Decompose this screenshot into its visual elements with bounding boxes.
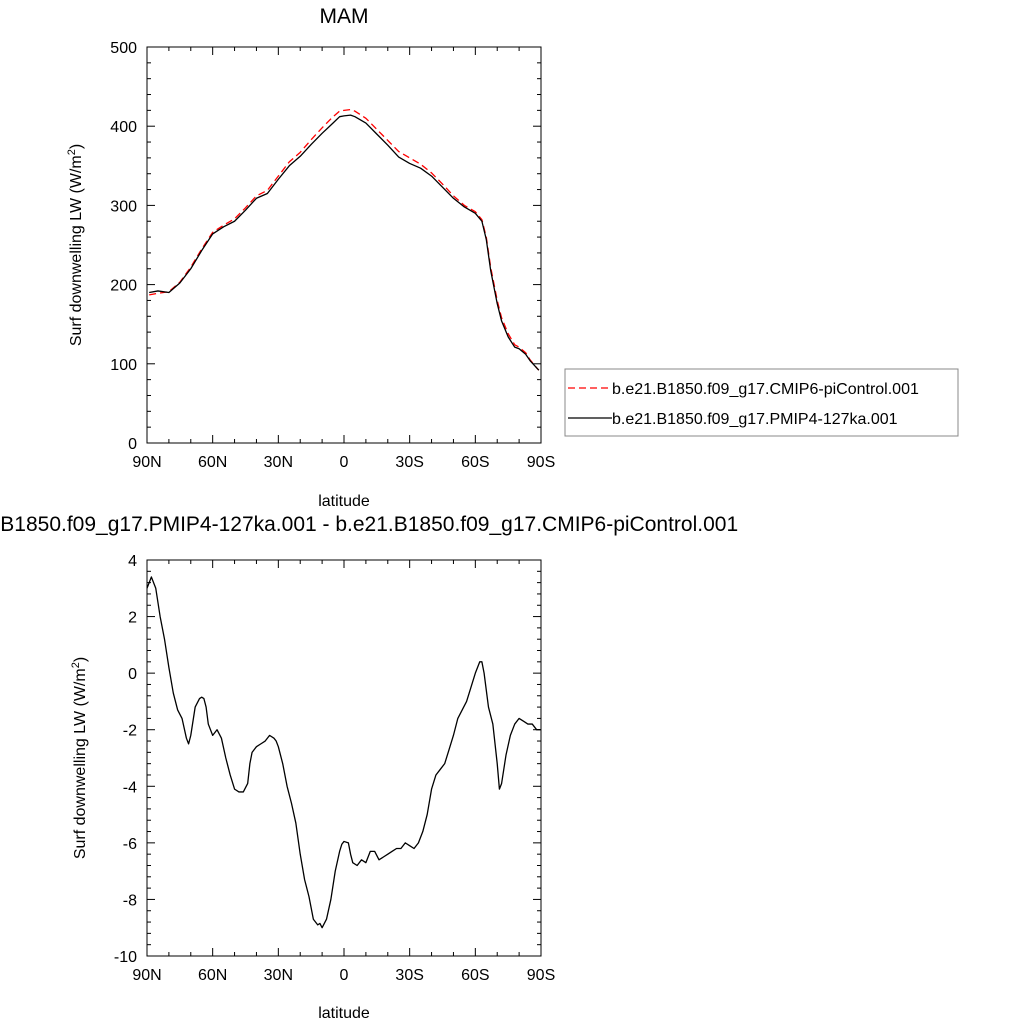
top-y-axis-label: Surf downwelling LW (W/m2) [66,144,85,346]
bottom-x-tick-label: 90N [132,967,161,984]
bottom-panel: b.e21.B1850.f09_g17.PMIP4-127ka.001 - b.… [0,513,738,1022]
bottom-y-tick-label: -4 [123,779,137,796]
bottom-x-tick-label: 60N [198,967,227,984]
bottom-x-axis-label: latitude [318,1005,370,1022]
top-chart-title: MAM [320,5,369,28]
bottom-y-tick-label: -2 [123,723,137,740]
bottom-y-tick-label: -10 [114,949,137,966]
top-x-tick-label: 60N [198,454,227,471]
bottom-y-label-superscript: 2 [70,662,82,668]
bottom-plot-marks: 90N 60N 30N 0 30S 60S 90S -10 -8 -6 -4 -2 0 2 4 [114,553,555,984]
bottom-y-tick-label: -8 [123,892,137,909]
top-x-tick-label: 0 [340,454,349,471]
bottom-chart-title: b.e21.B1850.f09_g17.PMIP4-127ka.001 - b.… [0,513,738,536]
legend: b.e21.B1850.f09_g17.CMIP6-piControl.001 … [564,368,959,437]
bottom-plot-frame [146,559,542,957]
top-x-tick-label: 90N [132,454,161,471]
bottom-y-tick-label: 2 [128,610,137,627]
top-y-tick-label: 100 [110,357,137,374]
top-x-axis-label: latitude [318,493,370,510]
bottom-y-axis-label: Surf downwelling LW (W/m2) [70,657,89,859]
top-series-line-1 [149,114,540,371]
bottom-x-tick-label: 30N [264,967,293,984]
top-x-tick-label: 30N [264,454,293,471]
bottom-y-label-main: Surf downwelling LW (W/m [72,668,89,859]
top-panel: MAM 90N 60N 30N 0 30S 60S 90S0100200300400500 … [66,5,959,510]
top-x-tick-label: 90S [527,454,555,471]
top-y-tick-label: 500 [110,40,137,57]
top-y-tick-label: 400 [110,119,137,136]
top-y-tick-label: 0 [128,436,137,453]
legend-label-picontrol: b.e21.B1850.f09_g17.CMIP6-piControl.001 [612,381,919,398]
bottom-x-tick-label: 30S [395,967,423,984]
top-y-tick-label: 300 [110,198,137,215]
top-y-tick-label: 200 [110,278,137,295]
top-plot-marks: 90N 60N 30N 0 30S 60S 90S 0 100 200 300 400 500 [110,40,555,471]
bottom-y-tick-label: -6 [123,836,137,853]
legend-label-127ka: b.e21.B1850.f09_g17.PMIP4-127ka.001 [612,411,898,428]
bottom-x-tick-label: 90S [527,967,555,984]
top-y-label-superscript: 2 [66,149,78,155]
bottom-y-tick-label: 0 [128,666,137,683]
bottom-y-tick-label: 4 [128,553,137,570]
top-series-line-0 [149,108,540,371]
bottom-y-label-suffix: ) [72,657,89,662]
bottom-x-tick-label: 60S [461,967,489,984]
top-y-label-suffix: ) [68,144,85,149]
bottom-x-tick-label: 0 [340,967,349,984]
top-y-label-main: Surf downwelling LW (W/m [68,155,85,346]
bottom-series-line-0 [146,576,541,929]
top-x-tick-label: 60S [461,454,489,471]
legend-box [564,368,959,437]
top-x-tick-label: 30S [395,454,423,471]
